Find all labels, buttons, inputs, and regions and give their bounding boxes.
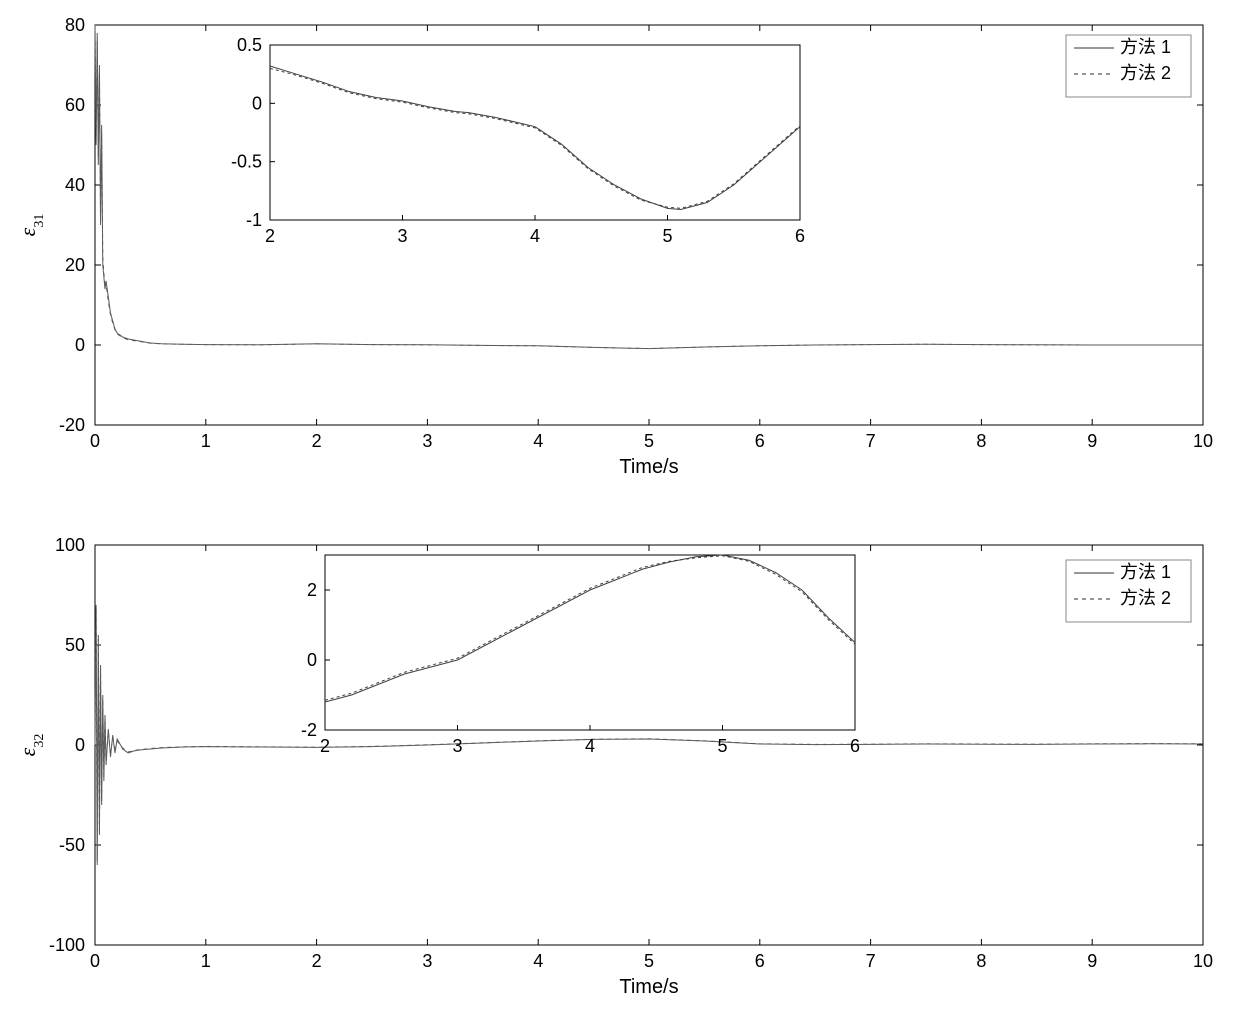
xtick-label: 5 [644,951,654,971]
xtick-label: 3 [422,951,432,971]
xtick-label: 6 [755,951,765,971]
inset-xtick-label: 5 [717,736,727,756]
xtick-label: 0 [90,951,100,971]
legend-label: 方法 2 [1120,588,1171,608]
ytick-label: 0 [75,735,85,755]
inset-xtick-label: 2 [320,736,330,756]
xtick-label: 8 [976,951,986,971]
xtick-label: 2 [312,951,322,971]
inset-plot: 2 3 4 5 6 -2 0 2 [301,555,860,756]
inset-ytick-label: 0 [307,650,317,670]
ytick-label: 100 [55,535,85,555]
xtick-label: 9 [1087,951,1097,971]
xtick-label: 4 [533,951,543,971]
legend: 方法 1 方法 2 [1066,560,1191,622]
ytick-label: -100 [49,935,85,955]
inset-ytick-label: -2 [301,720,317,740]
y-axis-label: ε32 [15,734,47,757]
xtick-label: 10 [1193,951,1213,971]
inset-xtick-label: 6 [850,736,860,756]
legend-label: 方法 1 [1120,562,1171,582]
inset-xtick-label: 4 [585,736,595,756]
x-axis-label: Time/s [619,976,678,998]
inset-ytick-label: 2 [307,580,317,600]
inset-xtick-label: 3 [452,736,462,756]
ytick-label: -50 [59,835,85,855]
xtick-label: 7 [866,951,876,971]
ytick-label: 50 [65,635,85,655]
xtick-label: 1 [201,951,211,971]
bottom-plot-svg: 012345678910-100-50050100Time/sε32方法 1方法… [0,0,1240,1020]
